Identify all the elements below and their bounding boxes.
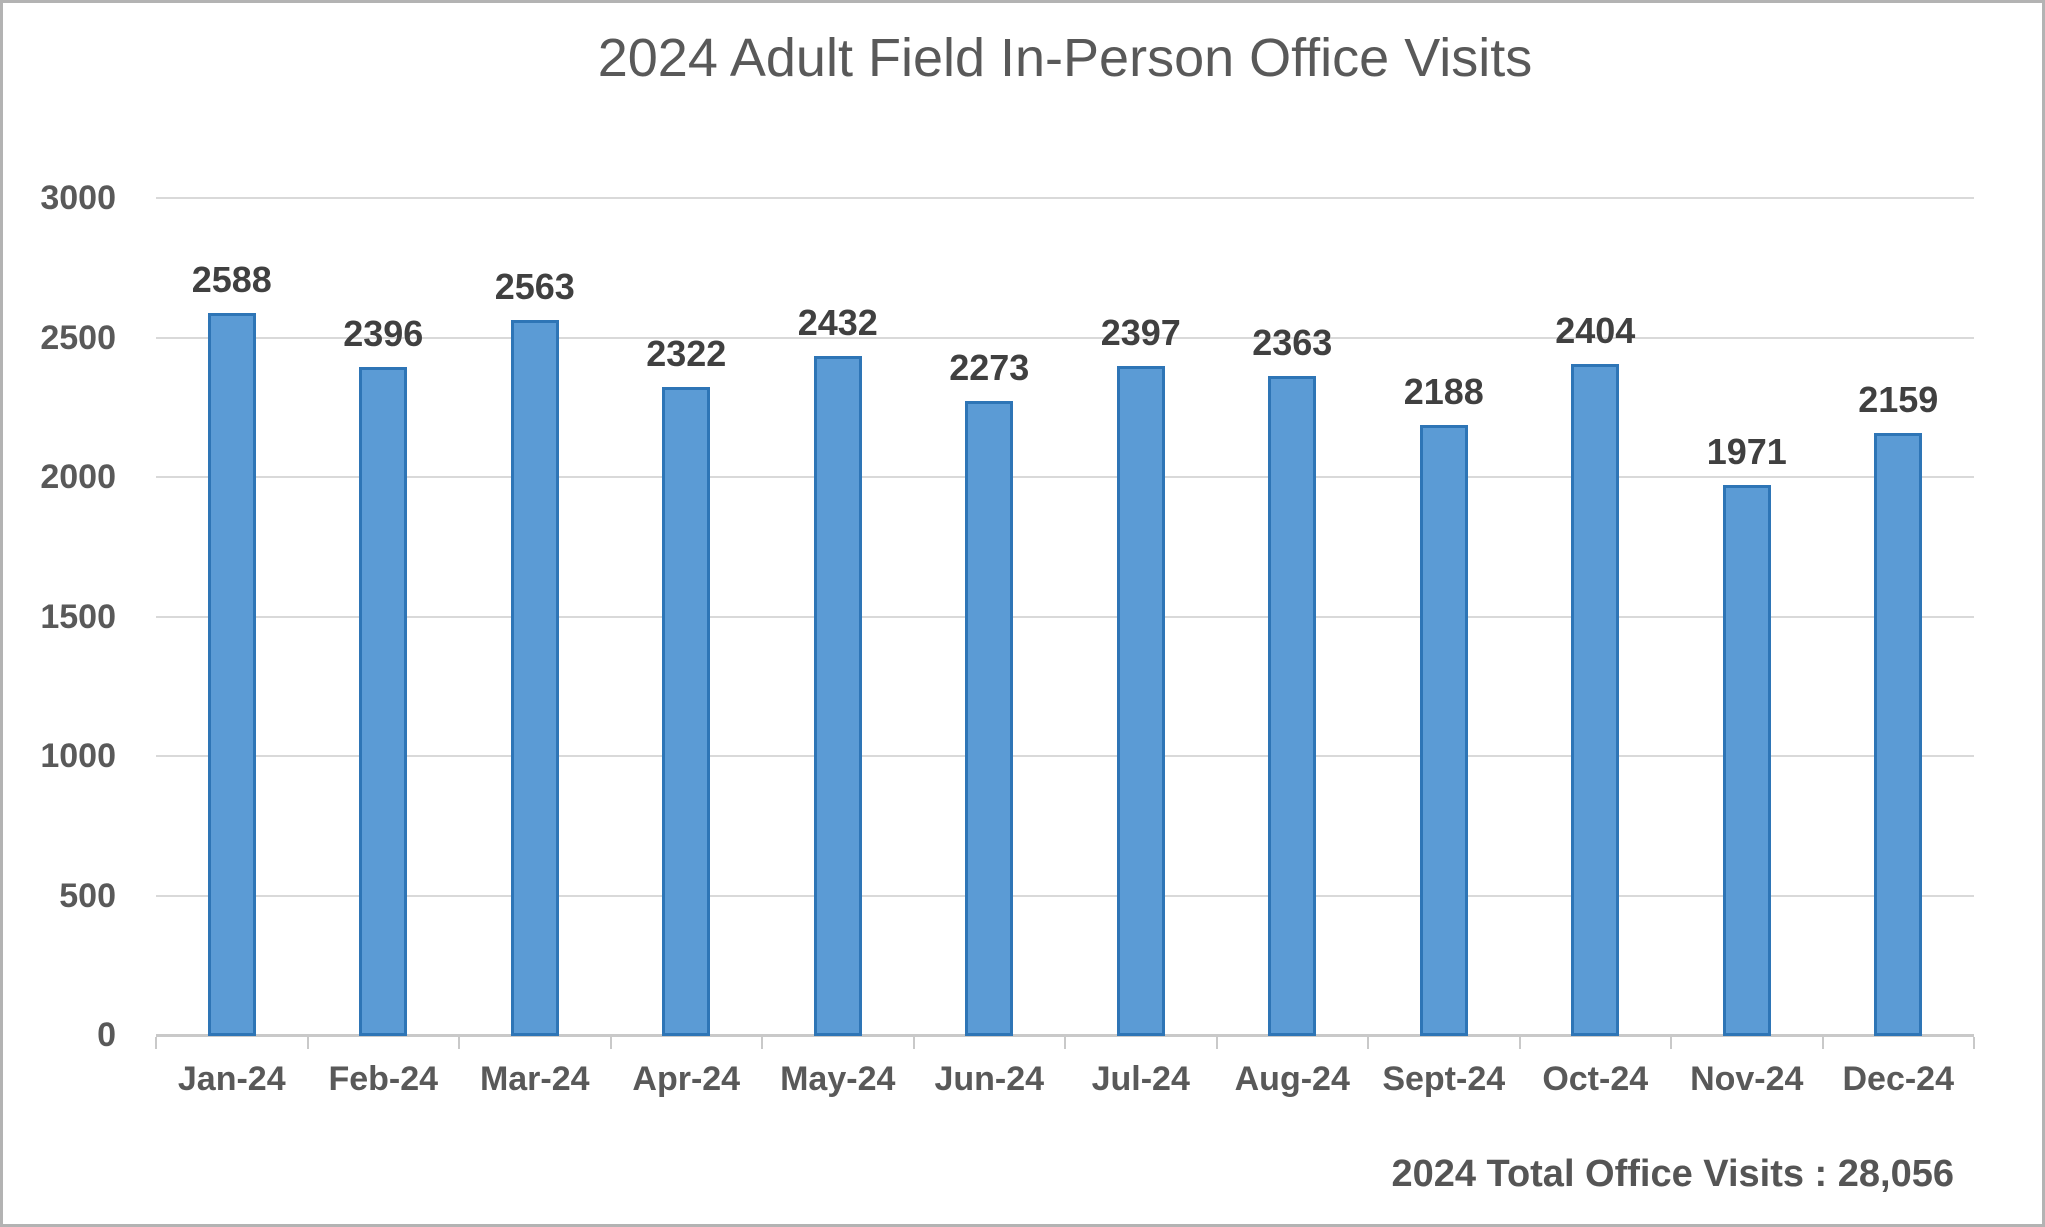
y-axis-label: 1000 bbox=[40, 737, 116, 775]
bar-value-label: 2363 bbox=[1252, 321, 1333, 363]
y-axis-label: 2000 bbox=[40, 458, 116, 496]
y-axis-label: 2500 bbox=[40, 318, 116, 357]
x-axis-tick bbox=[609, 1037, 612, 1049]
bar-value-label: 2273 bbox=[949, 346, 1030, 388]
y-gridline bbox=[156, 336, 1974, 339]
x-axis-tick bbox=[1215, 1037, 1218, 1049]
bar bbox=[1874, 432, 1923, 1036]
bar bbox=[1419, 424, 1468, 1036]
y-gridline bbox=[156, 755, 1974, 757]
x-axis-tick bbox=[1367, 1037, 1369, 1049]
x-axis-label: May-24 bbox=[780, 1060, 896, 1098]
x-axis-label: Apr-24 bbox=[632, 1060, 741, 1098]
y-axis-label: 1500 bbox=[40, 597, 116, 636]
y-axis-label: 500 bbox=[59, 876, 116, 915]
y-axis-label: 0 bbox=[97, 1016, 116, 1054]
x-axis-label: Oct-24 bbox=[1542, 1060, 1649, 1098]
x-axis-line bbox=[156, 1034, 1974, 1037]
x-axis-tick bbox=[1670, 1037, 1672, 1049]
bar bbox=[510, 319, 559, 1036]
x-axis-label: Jan-24 bbox=[177, 1060, 286, 1098]
bar bbox=[1268, 375, 1317, 1036]
y-gridline bbox=[156, 476, 1974, 478]
x-axis-label: Aug-24 bbox=[1234, 1060, 1350, 1098]
bar bbox=[813, 356, 862, 1036]
y-gridline bbox=[156, 615, 1974, 618]
bar-value-label: 2188 bbox=[1403, 370, 1484, 412]
bar-value-label: 2159 bbox=[1858, 378, 1939, 420]
x-axis-tick bbox=[1518, 1037, 1521, 1049]
x-axis-tick bbox=[761, 1037, 763, 1049]
bar bbox=[662, 387, 711, 1036]
bar bbox=[965, 400, 1014, 1036]
bar-value-label: 2563 bbox=[494, 265, 575, 307]
x-axis-label: Feb-24 bbox=[328, 1060, 439, 1098]
x-axis-label: Mar-24 bbox=[479, 1060, 590, 1098]
y-gridline bbox=[156, 894, 1974, 897]
x-axis-label: Jul-24 bbox=[1091, 1060, 1190, 1098]
bar bbox=[207, 312, 256, 1036]
bar-value-label: 1971 bbox=[1706, 431, 1787, 473]
bar bbox=[1116, 366, 1165, 1036]
chart-title: 2024 Adult Field In-Person Office Visits bbox=[597, 28, 1533, 88]
x-axis-label: Dec-24 bbox=[1842, 1060, 1954, 1098]
y-gridline bbox=[156, 197, 1974, 199]
x-axis-tick bbox=[912, 1037, 915, 1049]
x-axis-tick bbox=[306, 1037, 309, 1049]
bar-value-label: 2432 bbox=[797, 302, 878, 344]
y-axis-label: 3000 bbox=[40, 179, 116, 217]
bar-value-label: 2588 bbox=[191, 258, 272, 300]
x-axis-label: Jun-24 bbox=[934, 1060, 1045, 1098]
bar bbox=[359, 366, 408, 1036]
bar bbox=[1722, 485, 1771, 1036]
x-axis-tick bbox=[1821, 1037, 1824, 1049]
bar bbox=[1571, 364, 1620, 1036]
x-axis-tick bbox=[155, 1037, 157, 1049]
x-axis-tick bbox=[1973, 1037, 1975, 1049]
bar-value-label: 2397 bbox=[1100, 312, 1181, 354]
total-visits-annotation: 2024 Total Office Visits : 28,056 bbox=[1391, 1153, 1954, 1195]
x-axis-tick bbox=[1064, 1037, 1066, 1049]
x-axis-label: Nov-24 bbox=[1690, 1060, 1804, 1098]
bar-value-label: 2322 bbox=[646, 333, 727, 375]
bar-value-label: 2396 bbox=[343, 312, 424, 354]
x-axis-label: Sept-24 bbox=[1382, 1060, 1506, 1098]
bar-value-label: 2404 bbox=[1555, 310, 1636, 352]
x-axis-tick bbox=[458, 1037, 460, 1049]
